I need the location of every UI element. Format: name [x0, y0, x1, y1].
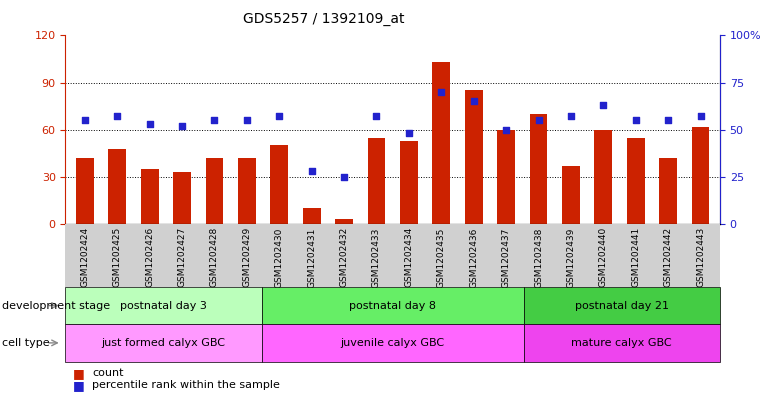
Bar	[173, 172, 191, 224]
Text: GSM1202432: GSM1202432	[340, 227, 349, 287]
Text: GSM1202441: GSM1202441	[631, 227, 640, 287]
Point	[338, 174, 350, 180]
Bar	[367, 138, 386, 224]
Point	[695, 113, 707, 119]
Text: GSM1202433: GSM1202433	[372, 227, 381, 288]
Point	[273, 113, 286, 119]
Text: GSM1202424: GSM1202424	[80, 227, 89, 287]
Text: GSM1202428: GSM1202428	[210, 227, 219, 287]
Point	[467, 98, 480, 105]
Text: GSM1202438: GSM1202438	[534, 227, 543, 288]
Point	[176, 123, 188, 129]
Text: percentile rank within the sample: percentile rank within the sample	[92, 380, 280, 390]
Point	[630, 117, 642, 123]
Bar	[562, 166, 580, 224]
Bar	[497, 130, 515, 224]
Text: juvenile calyx GBC: juvenile calyx GBC	[340, 338, 445, 348]
Bar	[594, 130, 612, 224]
Text: postnatal day 3: postnatal day 3	[120, 301, 207, 310]
Text: GSM1202435: GSM1202435	[437, 227, 446, 288]
Bar	[76, 158, 94, 224]
Bar	[530, 114, 547, 224]
Bar	[433, 62, 450, 224]
Point	[370, 113, 383, 119]
Bar	[303, 208, 320, 224]
Text: GSM1202443: GSM1202443	[696, 227, 705, 287]
Point	[435, 89, 447, 95]
Text: just formed calyx GBC: just formed calyx GBC	[102, 338, 226, 348]
Text: GSM1202425: GSM1202425	[112, 227, 122, 287]
Bar	[238, 158, 256, 224]
Bar	[659, 158, 677, 224]
Text: GSM1202434: GSM1202434	[404, 227, 413, 287]
Bar	[691, 127, 709, 224]
Text: postnatal day 8: postnatal day 8	[350, 301, 436, 310]
Text: ■: ■	[73, 367, 85, 380]
Text: GSM1202442: GSM1202442	[664, 227, 673, 287]
Text: GSM1202436: GSM1202436	[469, 227, 478, 288]
Point	[111, 113, 123, 119]
Text: GSM1202437: GSM1202437	[501, 227, 511, 288]
Point	[662, 117, 675, 123]
Bar	[335, 219, 353, 224]
Bar	[206, 158, 223, 224]
Text: GSM1202426: GSM1202426	[146, 227, 154, 287]
Text: GSM1202440: GSM1202440	[599, 227, 608, 287]
Point	[564, 113, 577, 119]
Text: postnatal day 21: postnatal day 21	[574, 301, 669, 310]
Bar	[400, 141, 418, 224]
Point	[306, 168, 318, 174]
Text: GDS5257 / 1392109_at: GDS5257 / 1392109_at	[243, 12, 404, 26]
Text: development stage: development stage	[2, 301, 109, 310]
Bar	[627, 138, 644, 224]
Text: GSM1202439: GSM1202439	[567, 227, 575, 288]
Point	[500, 127, 512, 133]
Point	[209, 117, 221, 123]
Point	[143, 121, 156, 127]
Point	[79, 117, 91, 123]
Text: ■: ■	[73, 378, 85, 392]
Point	[403, 130, 415, 137]
Point	[241, 117, 253, 123]
Text: GSM1202429: GSM1202429	[243, 227, 251, 287]
Text: mature calyx GBC: mature calyx GBC	[571, 338, 672, 348]
Bar	[465, 90, 483, 224]
Text: GSM1202431: GSM1202431	[307, 227, 316, 288]
Text: cell type: cell type	[2, 338, 49, 348]
Point	[598, 102, 610, 108]
Bar	[270, 145, 288, 224]
Text: GSM1202430: GSM1202430	[275, 227, 284, 288]
Bar	[141, 169, 159, 224]
Point	[532, 117, 544, 123]
Bar	[109, 149, 126, 224]
Text: count: count	[92, 368, 124, 378]
Text: GSM1202427: GSM1202427	[178, 227, 186, 287]
